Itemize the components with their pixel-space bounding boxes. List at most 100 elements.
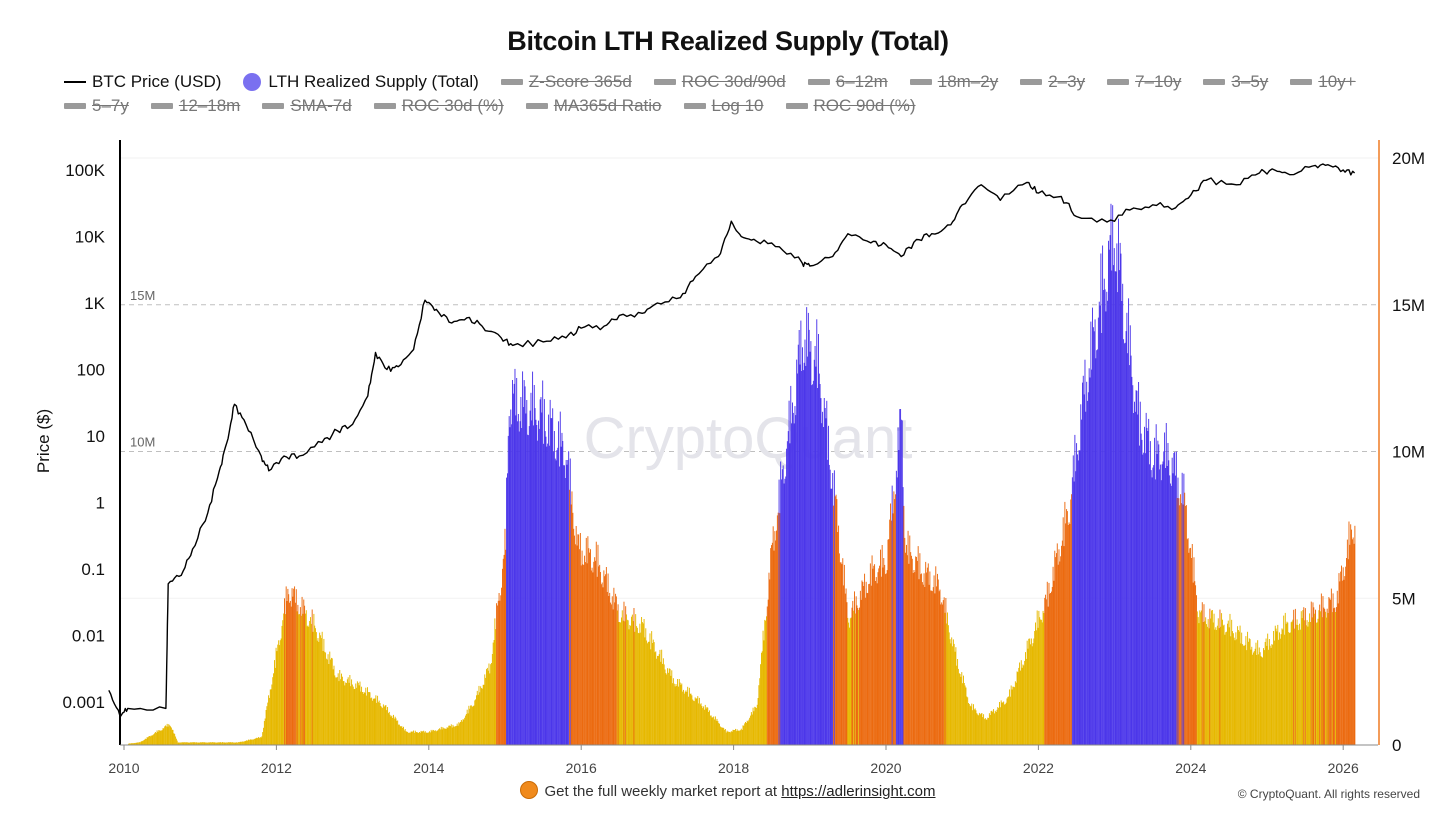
lth-bar [278,640,280,745]
lth-bar [1278,639,1280,745]
lth-bar [1020,660,1022,745]
legend-item-hidden[interactable]: 18m–2y [909,72,998,92]
lth-bar [466,709,468,745]
lth-bar [1096,350,1098,745]
legend-item-lth-supply[interactable]: LTH Realized Supply (Total) [243,72,479,92]
footer-link[interactable]: https://adlerinsight.com [781,783,936,800]
lth-bar [147,737,149,745]
lth-bar [1115,271,1117,745]
lth-bar [913,570,915,745]
lth-bar [1101,333,1103,745]
lth-bar [229,742,231,745]
lth-bar [970,706,972,745]
lth-bar [460,721,461,745]
lth-bar [645,628,647,745]
legend-item-hidden[interactable]: 7–10y [1107,72,1181,92]
lth-bar [280,638,282,745]
lth-bar [1023,665,1025,745]
lth-bar [159,730,161,745]
lth-bar [797,344,799,745]
lth-bar [576,545,578,745]
right-tick-label: 5M [1392,589,1416,608]
lth-bar [821,423,823,745]
lth-bar [206,742,208,745]
lth-bar [581,550,583,745]
lth-bar [220,742,222,745]
lth-bar [269,689,271,745]
lth-bar [1308,621,1310,745]
lth-bar [299,614,301,745]
lth-bar [548,414,550,745]
lth-bar [1341,565,1342,745]
legend-item-hidden[interactable]: 3–5y [1203,72,1268,92]
lth-bar [647,641,649,745]
lth-bar [1349,544,1351,745]
lth-bar [411,731,413,745]
lth-bar [326,659,328,745]
legend-item-hidden[interactable]: ROC 90d (%) [785,96,916,116]
lth-bar [608,596,610,745]
lth-bar [1277,624,1279,745]
legend-item-hidden[interactable]: 2–3y [1020,72,1085,92]
lth-bar [584,555,586,745]
lth-bar [695,698,697,745]
lth-bar [1051,587,1053,745]
legend-item-hidden[interactable]: Z-Score 365d [500,72,632,92]
legend-item-hidden[interactable]: SMA-7d [262,96,352,116]
lth-bar [415,732,417,745]
lth-bar [962,683,964,745]
legend-label: MA365d Ratio [553,96,662,115]
lth-bar [433,730,435,745]
lth-bar [333,665,335,745]
lth-bar [670,675,672,745]
legend-item-hidden[interactable]: 10y+ [1290,72,1356,92]
lth-bar [355,683,357,745]
lth-bar [1191,544,1193,745]
lth-bar [717,721,719,745]
lth-bar [722,727,724,745]
lth-bar [743,725,745,745]
lth-bar [200,742,202,745]
legend-item-hidden[interactable]: 12–18m [150,96,240,116]
lth-bar [794,406,796,745]
btc-price-line[interactable] [108,163,1356,718]
lth-bar [145,739,147,745]
legend-label: SMA-7d [290,96,352,115]
legend-item-hidden[interactable]: 5–7y [64,96,129,116]
lth-bar [926,567,928,745]
lth-bar [491,663,493,745]
legend-item-hidden[interactable]: 6–12m [807,72,888,92]
lth-bar [609,592,611,745]
lth-bar [958,673,960,745]
right-tick-label: 20M [1392,149,1425,168]
lth-bar [1347,559,1349,745]
lth-bar [270,689,272,745]
lth-bar [667,668,669,745]
lth-bar [465,715,467,745]
legend-item-hidden[interactable]: Log 10 [683,96,764,116]
lth-bar [1091,369,1093,745]
lth-bar [144,738,146,745]
lth-bar [885,574,886,745]
lth-bar [158,730,160,745]
left-tick-label: 0.01 [72,627,105,646]
lth-bar [1046,581,1048,745]
lth-bar [720,727,722,745]
legend-item-hidden[interactable]: ROC 30d (%) [373,96,504,116]
lth-bar [389,714,391,745]
lth-bar [919,553,921,745]
lth-bar [537,440,539,745]
lth-bar [496,603,498,745]
lth-bar [837,532,839,745]
lth-bar [782,465,784,745]
lth-bar [1161,464,1163,745]
legend-item-hidden[interactable]: ROC 30d/90d [653,72,786,92]
lth-bar [982,717,984,745]
lth-bar [393,718,395,745]
legend-item-btc-price[interactable]: BTC Price (USD) [64,72,221,92]
lth-bar [750,715,752,745]
legend-item-hidden[interactable]: MA365d Ratio [525,96,662,116]
lth-bar [1206,624,1207,745]
lth-bar [716,718,718,745]
